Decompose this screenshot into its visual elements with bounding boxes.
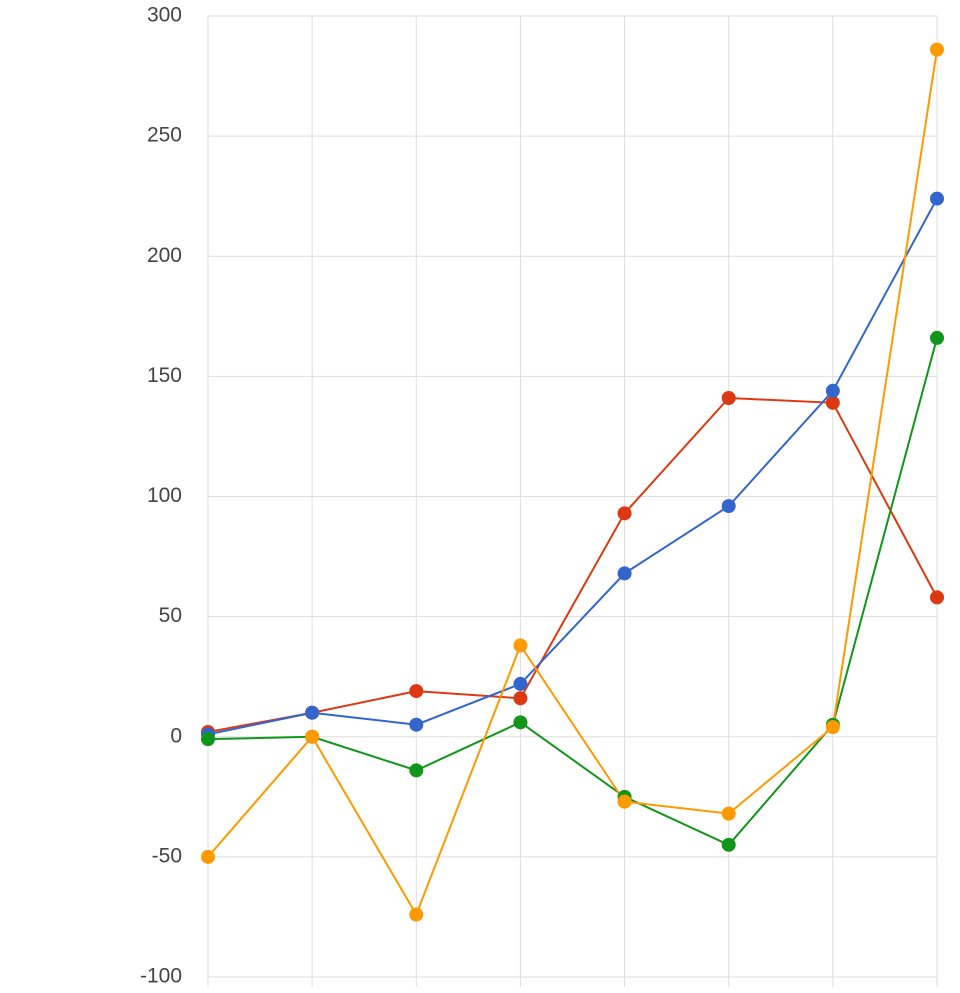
data-point (513, 638, 528, 653)
y-tick-label: 250 (147, 124, 182, 147)
y-tick-label: 100 (147, 484, 182, 507)
data-point (721, 499, 736, 514)
data-point (825, 383, 840, 398)
data-point (930, 42, 944, 57)
series-line (207, 337, 938, 847)
data-point (721, 837, 736, 852)
data-point (409, 684, 424, 699)
series-line (207, 49, 938, 917)
y-tick-label: -50 (152, 844, 182, 867)
data-point (825, 395, 840, 410)
data-point (409, 763, 424, 778)
y-tick-label: -100 (140, 965, 182, 988)
data-point (201, 732, 215, 747)
data-point (305, 729, 320, 744)
data-point (513, 676, 528, 691)
data-point (617, 566, 632, 581)
series-line (207, 396, 938, 733)
data-point (409, 717, 424, 732)
data-point (721, 390, 736, 405)
y-tick-label: 300 (147, 4, 182, 27)
data-point (930, 590, 944, 605)
y-tick-label: 0 (170, 724, 182, 747)
data-point (617, 506, 632, 521)
data-point (617, 794, 632, 809)
data-point (930, 330, 944, 345)
data-point (513, 715, 528, 730)
data-point (930, 191, 944, 206)
data-point (409, 907, 424, 922)
data-point (721, 806, 736, 821)
y-tick-label: 200 (147, 244, 182, 267)
data-point (201, 849, 215, 864)
series-line (207, 198, 938, 736)
y-tick-label: 50 (159, 604, 182, 627)
y-tick-label: 150 (147, 364, 182, 387)
data-point (305, 705, 320, 720)
data-point (513, 691, 528, 706)
data-point (825, 720, 840, 735)
